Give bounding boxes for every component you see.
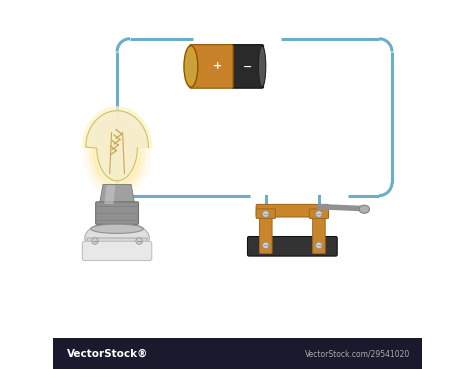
Circle shape: [316, 211, 322, 217]
Circle shape: [263, 242, 269, 249]
Ellipse shape: [83, 112, 151, 198]
Ellipse shape: [89, 119, 146, 191]
FancyBboxPatch shape: [190, 45, 233, 88]
Text: VectorStock®: VectorStock®: [67, 348, 149, 359]
Text: +: +: [213, 61, 222, 72]
Text: −: −: [243, 61, 252, 72]
Circle shape: [91, 238, 98, 244]
Ellipse shape: [258, 46, 266, 87]
Bar: [53, 338, 421, 369]
FancyBboxPatch shape: [96, 202, 138, 224]
Circle shape: [136, 238, 143, 244]
Circle shape: [263, 211, 269, 217]
FancyBboxPatch shape: [256, 209, 275, 218]
Polygon shape: [104, 185, 115, 204]
FancyBboxPatch shape: [310, 209, 328, 218]
Ellipse shape: [93, 124, 141, 186]
Polygon shape: [87, 238, 147, 256]
FancyBboxPatch shape: [82, 241, 152, 261]
Circle shape: [316, 242, 322, 249]
Polygon shape: [100, 184, 135, 205]
FancyBboxPatch shape: [259, 215, 272, 254]
FancyBboxPatch shape: [256, 204, 328, 217]
Polygon shape: [82, 107, 152, 184]
FancyBboxPatch shape: [313, 215, 325, 254]
FancyBboxPatch shape: [247, 237, 337, 256]
Ellipse shape: [187, 54, 195, 79]
Ellipse shape: [91, 224, 144, 234]
Ellipse shape: [359, 205, 369, 213]
Polygon shape: [86, 111, 148, 181]
Ellipse shape: [85, 221, 149, 255]
Ellipse shape: [184, 46, 198, 87]
FancyBboxPatch shape: [232, 45, 264, 88]
Text: VectorStock.com/29541020: VectorStock.com/29541020: [305, 349, 410, 358]
